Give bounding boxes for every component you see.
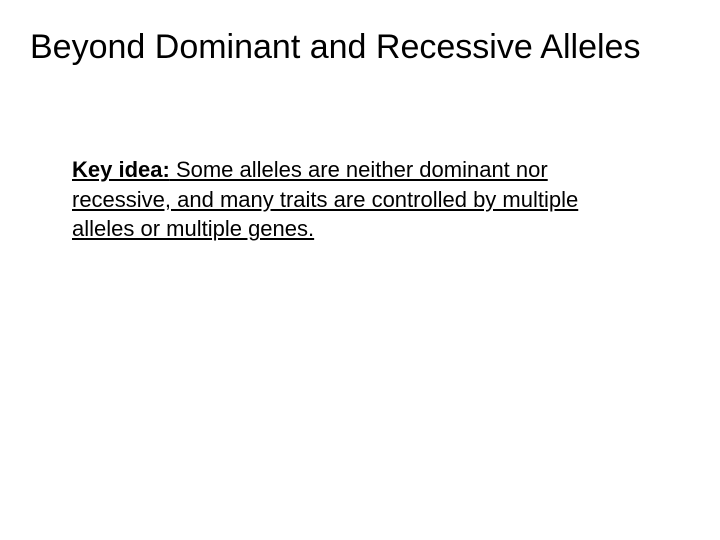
- slide-title: Beyond Dominant and Recessive Alleles: [30, 28, 690, 67]
- key-idea-label: Key idea:: [72, 157, 170, 182]
- slide-body: Key idea: Some alleles are neither domin…: [72, 155, 620, 244]
